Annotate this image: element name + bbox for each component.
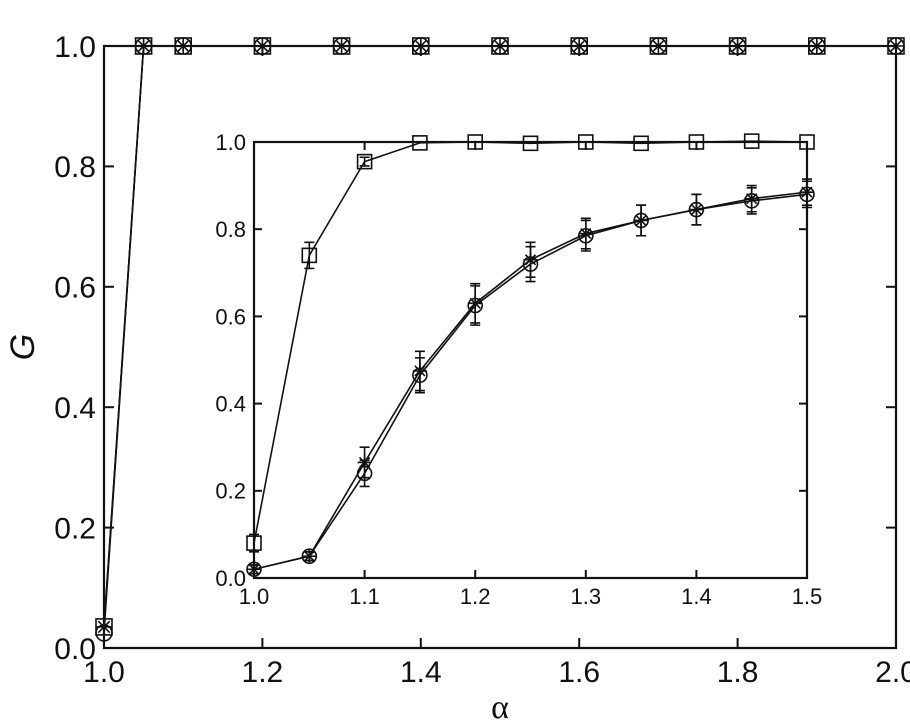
inset-ytick-label: 0.6	[215, 304, 246, 329]
inset-ytick-label: 0.4	[215, 392, 246, 417]
inset-point-star	[468, 296, 483, 311]
main-xtick-label: 1.4	[400, 656, 442, 689]
inset-ytick-label: 1.0	[215, 130, 246, 155]
inset-ytick-label: 0.2	[215, 479, 246, 504]
inset-point-square	[356, 153, 373, 170]
inset-errorbar-square	[359, 156, 370, 167]
inset-xtick-label: 1.3	[571, 584, 602, 609]
inset-point-star	[634, 213, 649, 228]
main-ylabel: G	[4, 334, 42, 360]
inset-errorbar-square	[304, 241, 315, 270]
inset-xtick-label: 1.0	[239, 584, 270, 609]
main-xtick-label: 1.6	[558, 656, 600, 689]
inset-point-star	[523, 252, 538, 267]
inset-ytick-label: 0.8	[215, 217, 246, 242]
inset-axes-frame	[252, 140, 809, 580]
main-ytick-label: 1.0	[54, 31, 96, 64]
inset-ytick-label: 0.0	[215, 566, 246, 591]
main-axes-frame	[102, 44, 898, 650]
inset-plot: 1.0 1.1 1.2 1.3 1.4 1.5 0.0 0.2 0.4 0.6 0.8 1.0	[215, 130, 822, 609]
inset-xtick-label: 1.2	[460, 584, 491, 609]
main-xlabel: α	[491, 689, 509, 723]
main-ytick-label: 0.0	[54, 633, 96, 666]
inset-xtick-label: 1.4	[681, 584, 712, 609]
main-ytick-label: 0.6	[54, 272, 96, 305]
inset-xtick-label: 1.5	[792, 584, 823, 609]
main-ytick-label: 0.8	[54, 151, 96, 184]
inset-point-square	[633, 135, 649, 152]
main-xtick-label: 1.0	[83, 656, 125, 689]
inset-background	[254, 142, 807, 578]
main-xtick-label: 1.2	[242, 656, 284, 689]
main-ytick-label: 0.2	[54, 512, 96, 545]
inset-point-star	[357, 455, 372, 470]
inset-xtick-label: 1.1	[349, 584, 380, 609]
main-ytick-label: 0.4	[54, 392, 96, 425]
main-xtick-label: 2.0	[875, 656, 910, 689]
inset-point-square	[301, 247, 318, 264]
inset-point-star	[302, 549, 317, 564]
inset-point-star	[578, 226, 593, 241]
inset-point-star	[412, 363, 427, 378]
main-xtick-label: 1.8	[717, 656, 759, 689]
inset-point-star	[744, 191, 759, 206]
inset-point-square	[522, 135, 539, 152]
inset-point-star	[689, 202, 704, 217]
